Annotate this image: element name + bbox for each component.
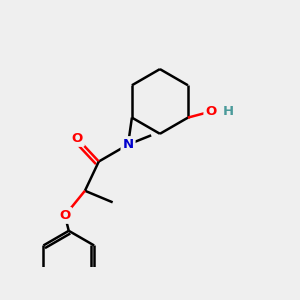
Text: H: H — [222, 105, 233, 118]
Text: O: O — [72, 132, 83, 145]
Text: N: N — [122, 138, 134, 151]
Text: O: O — [59, 209, 70, 222]
Text: O: O — [206, 105, 217, 118]
